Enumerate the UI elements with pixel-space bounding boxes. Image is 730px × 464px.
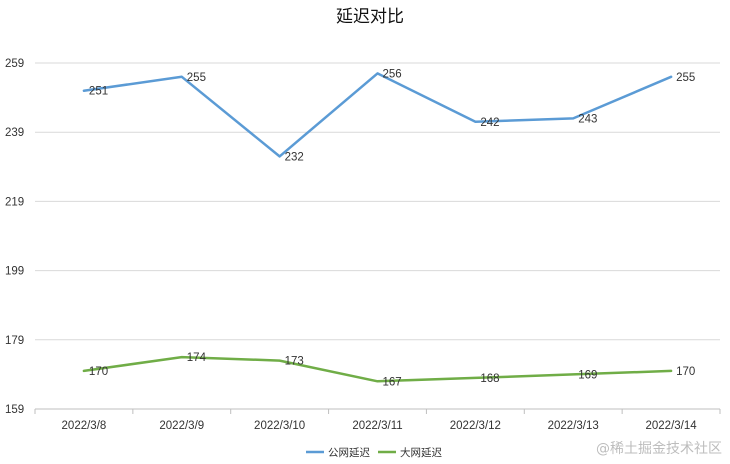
y-axis: 159 179 199 219 239 259 (5, 58, 24, 416)
x-tick-label: 2022/3/11 (352, 420, 402, 432)
data-label: 173 (285, 356, 304, 368)
legend: 公网延迟 大网延迟 (306, 446, 442, 459)
data-label: 243 (578, 113, 597, 125)
data-label: 251 (89, 86, 108, 98)
data-label: 168 (480, 373, 499, 385)
y-tick-label: 219 (5, 196, 24, 208)
x-tick-label: 2022/3/8 (62, 420, 107, 432)
x-tick-label: 2022/3/13 (548, 420, 599, 432)
data-label: 170 (89, 366, 108, 378)
legend-label: 大网延迟 (400, 446, 442, 459)
gridlines (35, 62, 720, 410)
data-label: 169 (578, 369, 597, 381)
chart-title: 延迟对比 (336, 7, 404, 27)
x-tick-label: 2022/3/12 (450, 420, 501, 432)
data-label: 170 (676, 366, 695, 378)
x-axis: 2022/3/8 2022/3/9 2022/3/10 2022/3/11 2022/3… (34, 409, 721, 432)
data-label: 167 (383, 376, 402, 388)
y-tick-label: 179 (5, 335, 24, 347)
series-line-1 (82, 72, 673, 158)
x-tick-label: 2022/3/10 (254, 420, 305, 432)
series-group (82, 72, 673, 383)
data-label: 255 (676, 72, 695, 84)
data-label: 232 (285, 151, 304, 163)
y-tick-label: 159 (5, 404, 24, 416)
watermark-text: @稀土掘金技术社区 (596, 441, 722, 457)
y-tick-label: 199 (5, 266, 24, 278)
data-labels: 251 255 232 256 242 243 255 170 174 173 167 168 169 1… (89, 68, 695, 388)
legend-label: 公网延迟 (328, 446, 370, 459)
data-label: 255 (187, 72, 206, 84)
y-tick-label: 259 (5, 58, 24, 70)
series-line-2 (82, 355, 673, 383)
data-label: 242 (480, 117, 499, 129)
data-label: 174 (187, 352, 207, 364)
x-tick-label: 2022/3/14 (645, 420, 697, 432)
x-tick-label: 2022/3/9 (159, 420, 204, 432)
y-tick-label: 239 (5, 127, 24, 139)
data-label: 256 (383, 68, 402, 80)
